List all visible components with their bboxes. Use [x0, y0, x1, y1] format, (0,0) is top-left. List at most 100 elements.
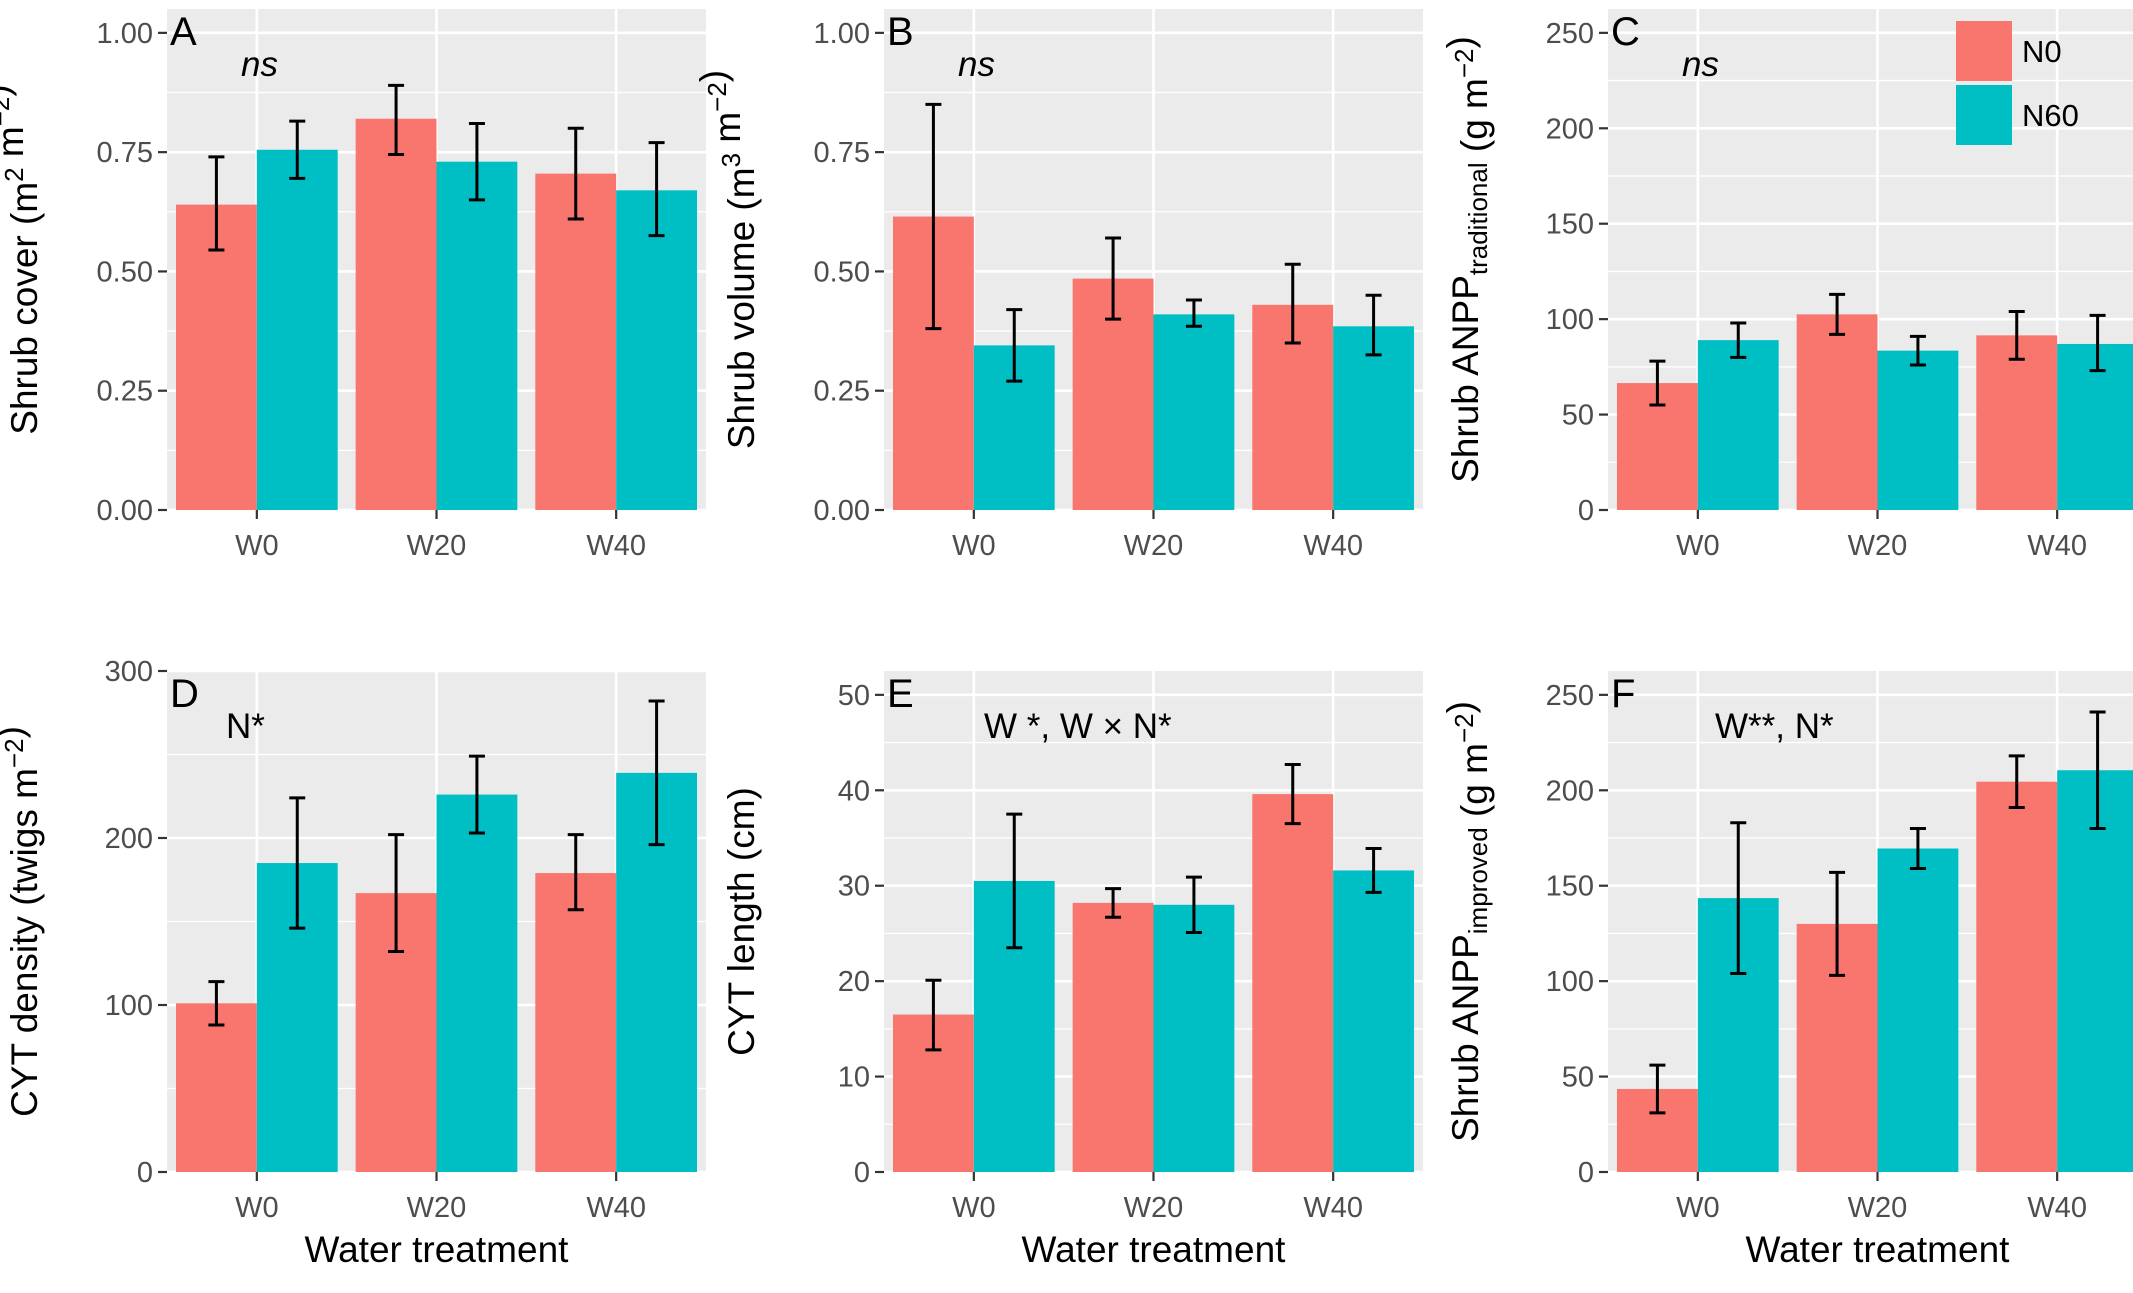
error-bar-n60-w20 [468, 122, 485, 202]
panel-d: 0 100 200 300 W0 W20 W40 D N* CYT density (twigs … [0, 656, 706, 1270]
y-axis-label: Shrub ANPPimproved (g m−2) [1440, 701, 1495, 1142]
y-tick-label: 150 [1546, 209, 1594, 241]
error-bar-n0-w0 [925, 102, 942, 331]
x-tick-label: W40 [586, 1192, 646, 1224]
x-tick-label: W0 [1676, 530, 1720, 562]
error-bar-n0-w0 [208, 980, 225, 1027]
significance-annotation: W *, W × N* [984, 707, 1172, 746]
y-tick-label: 0.50 [814, 256, 870, 288]
y-tick-label: 0.50 [97, 256, 153, 288]
error-bar-n60-w40 [2089, 710, 2106, 830]
x-tick-label: W20 [1848, 1192, 1908, 1224]
y-axis-label: Shrub ANPPtraditional (g m−2) [1440, 36, 1495, 483]
x-tick-label: W20 [1124, 530, 1184, 562]
error-bar-n60-w0 [1006, 308, 1023, 383]
y-tick-label: 1.00 [814, 18, 870, 50]
bar-n60-w20 [1153, 904, 1235, 1172]
error-bar-n0-w20 [1105, 887, 1122, 919]
bar-n0-w40 [535, 173, 617, 510]
x-tick-label: W0 [952, 530, 996, 562]
y-tick-label: 50 [838, 680, 870, 712]
y-tick-label: 0.75 [814, 137, 870, 169]
bar-n0-w20 [1796, 314, 1878, 510]
y-tick-label: 250 [1546, 18, 1594, 50]
x-tick-label: W20 [1124, 1192, 1184, 1224]
y-tick-label: 0 [137, 1157, 153, 1189]
y-tick-label: 100 [1546, 966, 1594, 998]
x-tick-label: W20 [1848, 530, 1908, 562]
y-tick-label: 0.25 [814, 376, 870, 408]
bar-n0-w40 [535, 873, 617, 1172]
y-tick-label: 100 [1546, 304, 1594, 336]
panel-e: 0 10 20 30 40 50 W0 W20 W40 E W *, W × N* CYT lengt… [721, 671, 1423, 1270]
y-tick-label: 200 [1546, 113, 1594, 145]
x-axis-label: Water treatment [1746, 1229, 2011, 1270]
error-bar-n0-w40 [2008, 754, 2025, 809]
y-tick-label: 0 [1578, 495, 1594, 527]
error-bar-n0-w0 [208, 155, 225, 252]
panel-label: B [887, 10, 914, 54]
error-bar-n60-w40 [648, 699, 665, 847]
bar-n60-w40 [2057, 770, 2133, 1172]
error-bar-n0-w40 [1284, 262, 1301, 345]
bar-n60-w0 [1697, 340, 1779, 510]
legend-key-n60 [1956, 85, 2012, 145]
bar-n60-w20 [1153, 314, 1235, 510]
panel-label: D [170, 672, 199, 716]
panel-f: 0 50 100 150 200 250 W0 W20 W40 F W**, N* Shrub ANP… [1440, 671, 2133, 1270]
bar-n0-w40 [1252, 794, 1334, 1172]
error-bar-n0-w0 [1649, 359, 1666, 407]
y-tick-label: 0 [854, 1157, 870, 1189]
y-axis-label: Shrub volume (m3 m−2) [693, 70, 762, 449]
panel-a: 0.00 0.25 0.50 0.75 1.00 W0 W20 W40 Ans Shrub cov… [0, 9, 706, 562]
bar-n60-w40 [616, 190, 698, 511]
x-tick-label: W40 [586, 530, 646, 562]
y-tick-label: 20 [838, 966, 870, 998]
y-tick-label: 100 [105, 990, 153, 1022]
x-tick-label: W40 [2027, 530, 2087, 562]
x-tick-label: W20 [407, 530, 467, 562]
legend: N0 N60 [1956, 21, 2079, 145]
error-bar-n60-w0 [1730, 321, 1747, 359]
bar-n60-w0 [256, 149, 338, 510]
error-bar-n0-w0 [1649, 1063, 1666, 1115]
legend-key-n0 [1956, 21, 2012, 81]
error-bar-n60-w20 [1185, 875, 1202, 934]
panel-label: E [887, 672, 914, 716]
x-tick-label: W0 [952, 1192, 996, 1224]
panel-b: 0.00 0.25 0.50 0.75 1.00 W0 W20 W40 Bns Shrub vol… [693, 9, 1423, 562]
y-tick-label: 0.25 [97, 376, 153, 408]
bar-n60-w20 [436, 794, 518, 1172]
x-tick-label: W20 [407, 1192, 467, 1224]
panels: 0.00 0.25 0.50 0.75 1.00 W0 W20 W40 Ans Shrub cov… [0, 9, 2133, 1270]
bar-n0-w20 [355, 118, 437, 510]
error-bar-n0-w40 [2008, 310, 2025, 361]
y-tick-label: 0.00 [97, 495, 153, 527]
significance-annotation: N* [226, 707, 265, 746]
bar-n60-w20 [436, 161, 518, 510]
panel-label: F [1611, 672, 1635, 716]
x-tick-label: W0 [235, 530, 279, 562]
y-axis-label: CYT length (cm) [721, 787, 762, 1056]
error-bar-n60-w40 [648, 141, 665, 238]
error-bar-n0-w0 [925, 978, 942, 1052]
panel-c: 0 50 100 150 200 250 W0 W20 W40 Cns Shrub ANPPtrad… [1440, 9, 2133, 562]
x-axis-label: Water treatment [1022, 1229, 1287, 1270]
y-tick-label: 40 [838, 775, 870, 807]
bar-n60-w40 [2057, 343, 2133, 510]
bar-n60-w20 [1877, 350, 1959, 510]
error-bar-n0-w40 [567, 126, 584, 221]
error-bar-n0-w20 [388, 83, 405, 157]
error-bar-n60-w20 [468, 754, 485, 835]
error-bar-n0-w20 [1829, 870, 1846, 977]
error-bar-n60-w0 [289, 119, 306, 180]
bar-n0-w40 [1976, 335, 2058, 510]
y-axis-label: Shrub cover (m2 m−2) [0, 84, 45, 434]
error-bar-n0-w40 [567, 833, 584, 912]
y-tick-label: 50 [1562, 400, 1594, 432]
bar-n0-w20 [1072, 902, 1154, 1172]
error-bar-n60-w40 [1365, 293, 1382, 357]
bar-n0-w0 [175, 1003, 257, 1172]
legend-label-n0: N0 [2022, 34, 2062, 69]
